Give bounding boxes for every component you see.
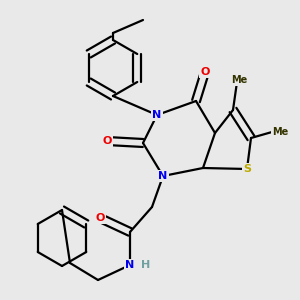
Text: Me: Me bbox=[231, 75, 247, 85]
Text: O: O bbox=[102, 136, 112, 146]
Text: N: N bbox=[158, 171, 168, 181]
Text: N: N bbox=[125, 260, 135, 270]
Text: O: O bbox=[95, 213, 105, 223]
Text: H: H bbox=[141, 260, 151, 270]
Text: S: S bbox=[243, 164, 251, 174]
Text: N: N bbox=[152, 110, 162, 120]
Text: O: O bbox=[200, 67, 210, 77]
Text: Me: Me bbox=[272, 127, 288, 137]
